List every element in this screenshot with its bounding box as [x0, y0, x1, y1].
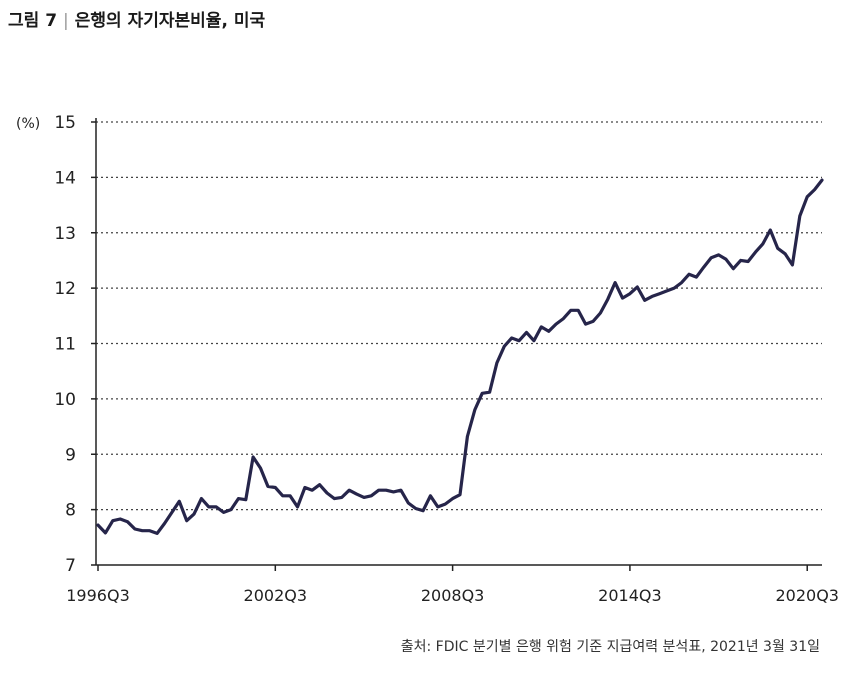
- x-tick-label-1996Q3: 1996Q3: [66, 586, 130, 605]
- y-tick-label-10: 10: [54, 390, 76, 410]
- figure-label: 그림 7: [8, 11, 58, 31]
- x-tick-label-2014Q3: 2014Q3: [598, 586, 662, 605]
- x-tick-label-2008Q3: 2008Q3: [421, 586, 485, 605]
- y-tick-label-9: 9: [65, 445, 76, 465]
- y-tick-label-7: 7: [65, 556, 76, 576]
- y-tick-label-15: 15: [54, 113, 76, 133]
- y-tick-label-14: 14: [54, 168, 76, 188]
- series-line: [96, 178, 824, 536]
- chart-title: 은행의 자기자본비율, 미국: [74, 11, 266, 31]
- source-note: 출처: FDIC 분기별 은행 위험 기준 지급여력 분석표, 2021년 3월…: [400, 639, 820, 655]
- x-tick-label-2020Q3: 2020Q3: [775, 586, 839, 605]
- x-tick-label-2002Q3: 2002Q3: [244, 586, 308, 605]
- y-tick-label-13: 13: [54, 224, 76, 244]
- y-axis-ticks: 7 8 9 10 11 12 13 14 15: [54, 113, 96, 576]
- axes: [95, 118, 822, 566]
- grid-lines: [96, 121, 822, 511]
- series-group: [96, 178, 824, 536]
- y-tick-label-11: 11: [54, 335, 76, 355]
- figure-title: 그림 7 | 은행의 자기자본비율, 미국: [8, 6, 265, 31]
- y-axis-unit: (%): [16, 116, 40, 132]
- title-separator: |: [63, 11, 69, 31]
- y-tick-label-8: 8: [65, 501, 76, 521]
- y-tick-label-12: 12: [54, 279, 76, 299]
- x-axis-ticks: 1996Q3 2002Q3 2008Q3 2014Q3 2020Q3: [66, 565, 839, 605]
